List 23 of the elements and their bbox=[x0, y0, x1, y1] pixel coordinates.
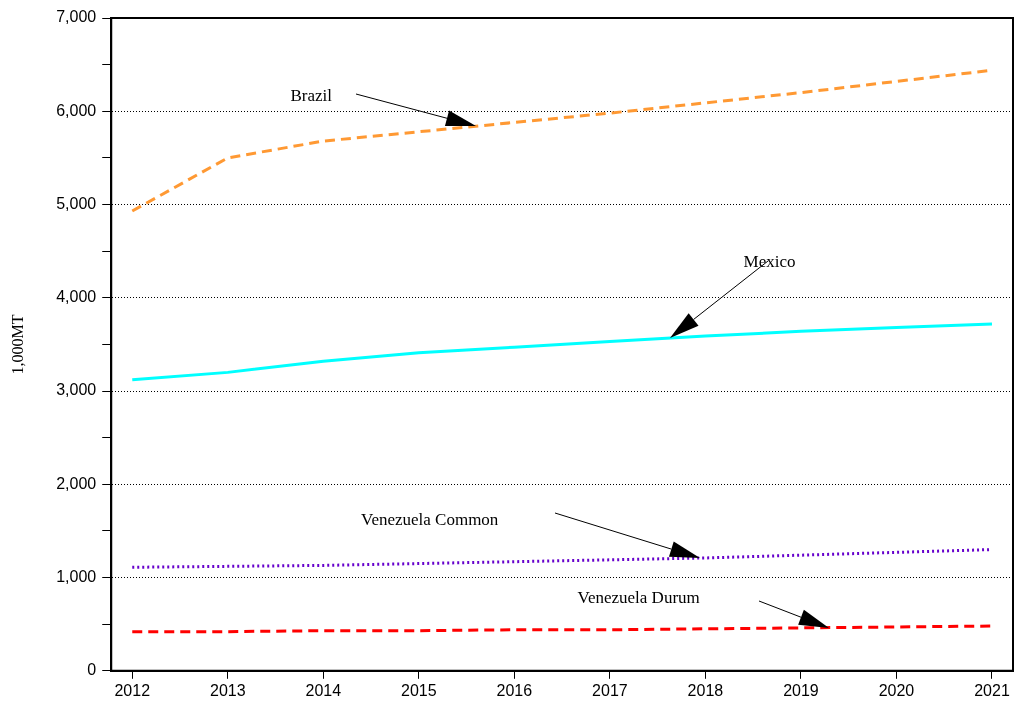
y-tick-label: 4,000 bbox=[56, 288, 97, 306]
x-tick-label: 2018 bbox=[687, 681, 724, 699]
x-tick-label: 2017 bbox=[592, 681, 628, 699]
x-tick-label: 2021 bbox=[974, 681, 1010, 699]
x-tick-label: 2013 bbox=[209, 681, 246, 699]
x-tick-label: 2014 bbox=[305, 681, 342, 699]
y-axis-title: 1,000MT bbox=[8, 314, 26, 375]
series-label: Venezuela Durum bbox=[577, 588, 700, 608]
x-tick-label: 2016 bbox=[496, 681, 533, 699]
x-tick-label: 2020 bbox=[878, 681, 915, 699]
x-tick-label: 2012 bbox=[114, 681, 151, 699]
y-tick-label: 7,000 bbox=[56, 8, 97, 26]
y-tick-label: 2,000 bbox=[56, 474, 97, 492]
y-tick-label: 3,000 bbox=[56, 381, 97, 399]
text: Mexico bbox=[743, 251, 796, 271]
y-tick-label: 1,000 bbox=[56, 567, 97, 585]
x-tick-label: 2019 bbox=[783, 681, 819, 699]
series-label: Venezuela Common bbox=[360, 509, 499, 529]
y-tick-label: 0 bbox=[87, 661, 97, 679]
x-tick-label: 2015 bbox=[401, 681, 437, 699]
y-tick-label: 5,000 bbox=[56, 194, 97, 212]
text: Brazil bbox=[290, 85, 333, 105]
y-tick-label: 6,000 bbox=[56, 101, 97, 119]
